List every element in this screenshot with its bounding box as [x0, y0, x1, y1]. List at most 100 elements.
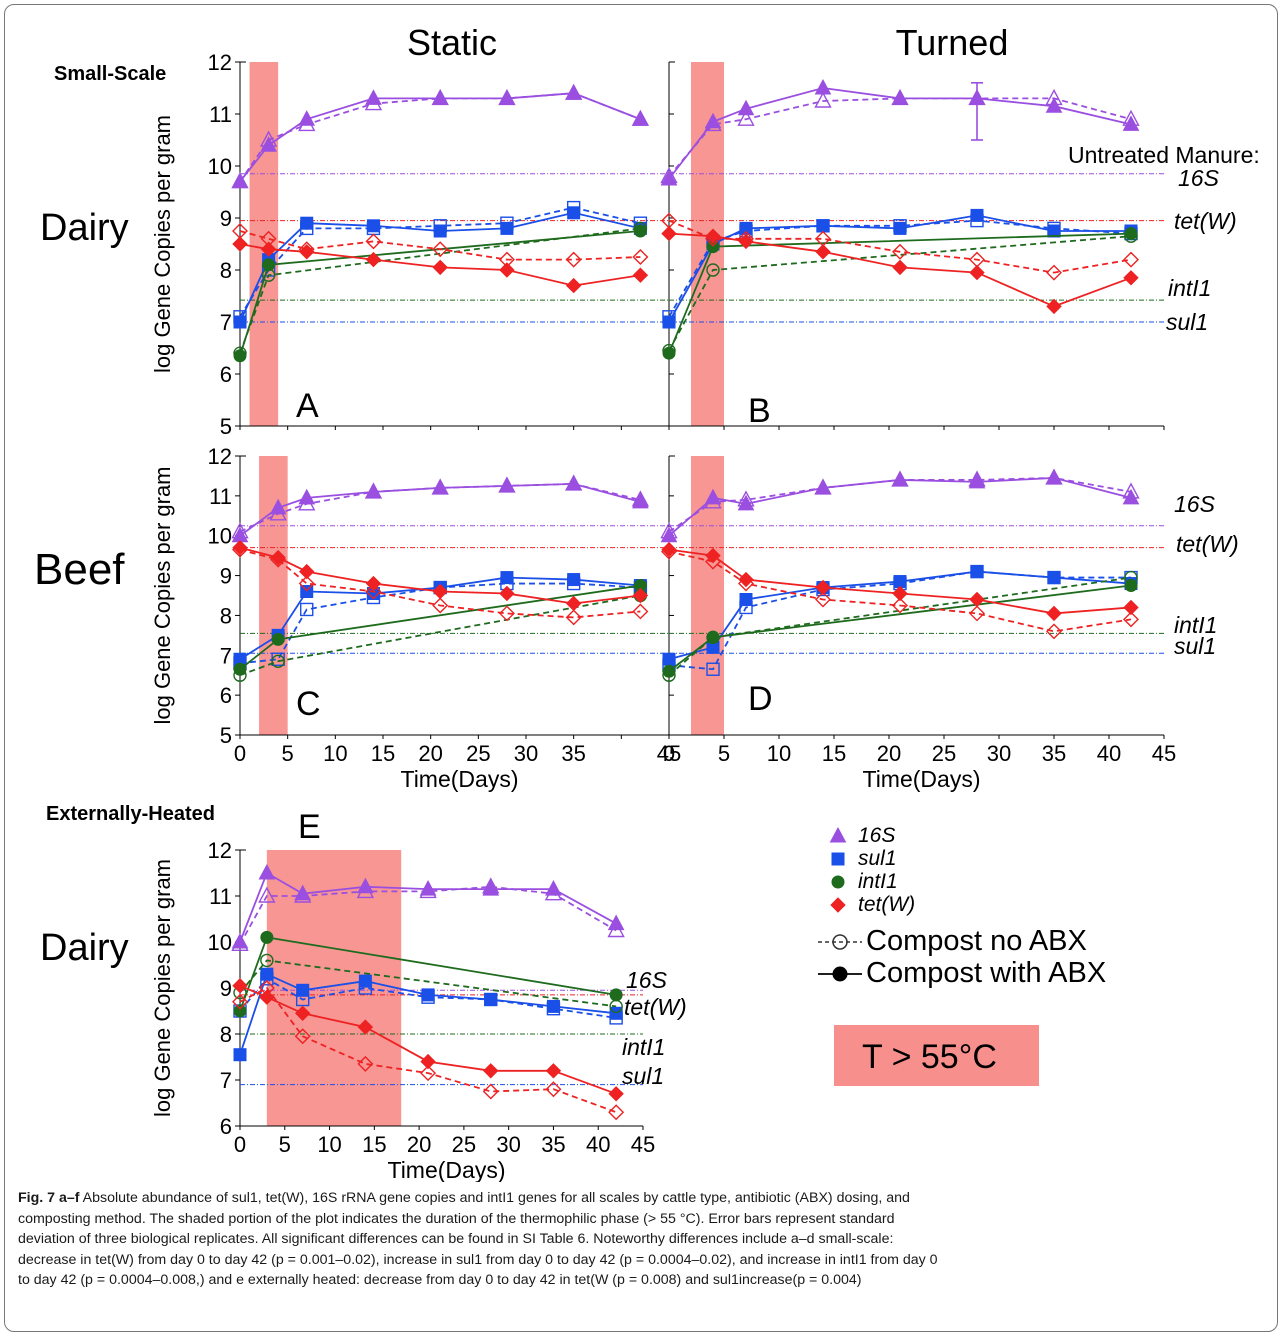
y-axis-label: log Gene Copies per gram: [150, 115, 175, 373]
data-point-tetw: [815, 244, 831, 260]
data-point-tetw: [270, 549, 286, 566]
panel-a: 5 6 7 8 9 10 11 12 log Gene Copies per gram A: [150, 50, 670, 439]
x-tick-label: 25: [932, 741, 956, 766]
data-point-tetw: [661, 212, 677, 229]
data-point-inti1: [271, 632, 285, 646]
x-tick-label: 0: [234, 1132, 246, 1157]
data-point-sul1: [706, 662, 720, 676]
data-point-tetw: [565, 595, 582, 612]
series-line-16s-no-abx: [239, 92, 641, 183]
y-tick-label: 12: [208, 838, 232, 863]
data-point-sul1: [421, 990, 435, 1004]
data-point-tetw: [365, 583, 382, 600]
data-point-sul1: [566, 200, 581, 215]
x-tick-label: 15: [822, 741, 846, 766]
diamond-icon: [830, 897, 846, 913]
gene-label-inti1: intI1: [1174, 612, 1217, 638]
data-point-16s: [1045, 88, 1063, 106]
figure-canvas: 5 6 7 8 9 10 11 12 log Gene Copies per gram A B 5 6 7…: [34, 22, 1260, 1182]
data-point-16s: [298, 494, 316, 511]
y-tick-label: 6: [220, 1114, 232, 1139]
data-point-tetw: [1123, 251, 1139, 268]
gene-label-sul1: sul1: [1174, 633, 1216, 659]
data-point-sul1: [893, 221, 907, 235]
data-point-tetw: [608, 1104, 625, 1121]
series-line-sul1-no-abx: [668, 570, 1131, 671]
data-point-tetw: [365, 233, 382, 250]
data-point-tetw: [545, 1063, 562, 1079]
data-point-16s: [419, 881, 437, 899]
x-tick-label: 45: [1152, 741, 1176, 766]
data-point-sul1: [970, 564, 984, 579]
data-point-tetw: [432, 241, 449, 258]
caption-lead: Fig. 7 a–f: [18, 1190, 80, 1206]
temperature-box: [834, 1025, 1039, 1086]
thermophilic-shade: [691, 456, 724, 735]
y-tick-label: 5: [220, 723, 232, 748]
data-point-tetw: [705, 230, 721, 247]
data-point-tetw: [738, 230, 754, 247]
series-line-sul1-no-abx: [239, 582, 641, 665]
legend-item-16s: 16S: [858, 824, 895, 847]
data-point-sul1: [358, 974, 372, 988]
data-point-inti1: [1124, 570, 1138, 585]
caption-text-1: Absolute abundance of sul1, tet(W), 16S …: [79, 1190, 910, 1206]
column-title-turned: Turned: [896, 22, 1009, 63]
data-point-16s: [814, 478, 832, 495]
y-tick-label: 9: [220, 976, 232, 1001]
gene-label-16s: 16S: [1174, 491, 1216, 517]
thermophilic-shade: [249, 62, 279, 426]
data-point-16s: [704, 492, 722, 509]
y-tick-label: 5: [220, 414, 232, 439]
data-point-16s: [431, 478, 449, 495]
data-point-16s: [231, 934, 249, 951]
data-point-16s: [737, 109, 755, 126]
data-point-tetw: [232, 993, 248, 1010]
thermophilic-shade: [259, 456, 288, 735]
data-point-16s: [737, 490, 755, 507]
data-point-tetw: [892, 243, 908, 260]
data-point-tetw: [815, 230, 831, 247]
data-point-tetw: [1123, 270, 1139, 286]
data-point-tetw: [632, 603, 649, 620]
panel-letter: B: [748, 392, 771, 430]
data-point-sul1: [546, 1002, 561, 1016]
y-tick-label: 11: [209, 484, 232, 509]
data-point-tetw: [632, 267, 649, 283]
data-point-16s: [891, 470, 909, 487]
filled-circle-icon: [832, 966, 848, 982]
series-line-tetw-no-abx: [239, 986, 617, 1114]
series-line-sul1-no-abx: [239, 206, 641, 318]
data-point-inti1: [1124, 229, 1138, 243]
series-line-tetw-no-abx: [668, 550, 1132, 633]
data-point-tetw: [705, 553, 721, 570]
data-point-tetw: [608, 1086, 624, 1102]
data-point-sul1: [500, 216, 514, 230]
y-tick-label: 7: [220, 1068, 232, 1093]
row-label-beef: Beef: [34, 545, 125, 594]
legend-with-abx: Compost with ABX: [866, 957, 1106, 989]
data-point-tetw: [432, 259, 448, 276]
y-axis-label: log Gene Copies per gram: [150, 466, 175, 724]
panel-b: B: [660, 61, 1165, 430]
panel-letter: D: [748, 680, 773, 718]
y-tick-label: 12: [208, 50, 232, 75]
data-point-16s: [565, 84, 583, 100]
data-point-inti1: [633, 224, 647, 238]
data-point-sul1: [500, 221, 514, 235]
data-point-sul1: [358, 981, 373, 995]
data-point-16s: [565, 474, 583, 491]
data-point-tetw: [232, 236, 248, 252]
y-tick-label: 11: [209, 102, 232, 127]
data-point-sul1: [1047, 570, 1061, 585]
y-tick-label: 11: [209, 884, 232, 909]
data-point-tetw: [232, 977, 248, 994]
data-point-sul1: [233, 315, 247, 329]
y-tick-label: 7: [220, 310, 232, 335]
data-point-sul1: [484, 992, 498, 1007]
x-tick-label: 0: [234, 741, 246, 766]
triangle-icon: [829, 826, 847, 843]
x-tick-label: 25: [466, 741, 490, 766]
data-point-tetw: [969, 605, 985, 622]
gene-label-inti1: intI1: [622, 1034, 665, 1060]
